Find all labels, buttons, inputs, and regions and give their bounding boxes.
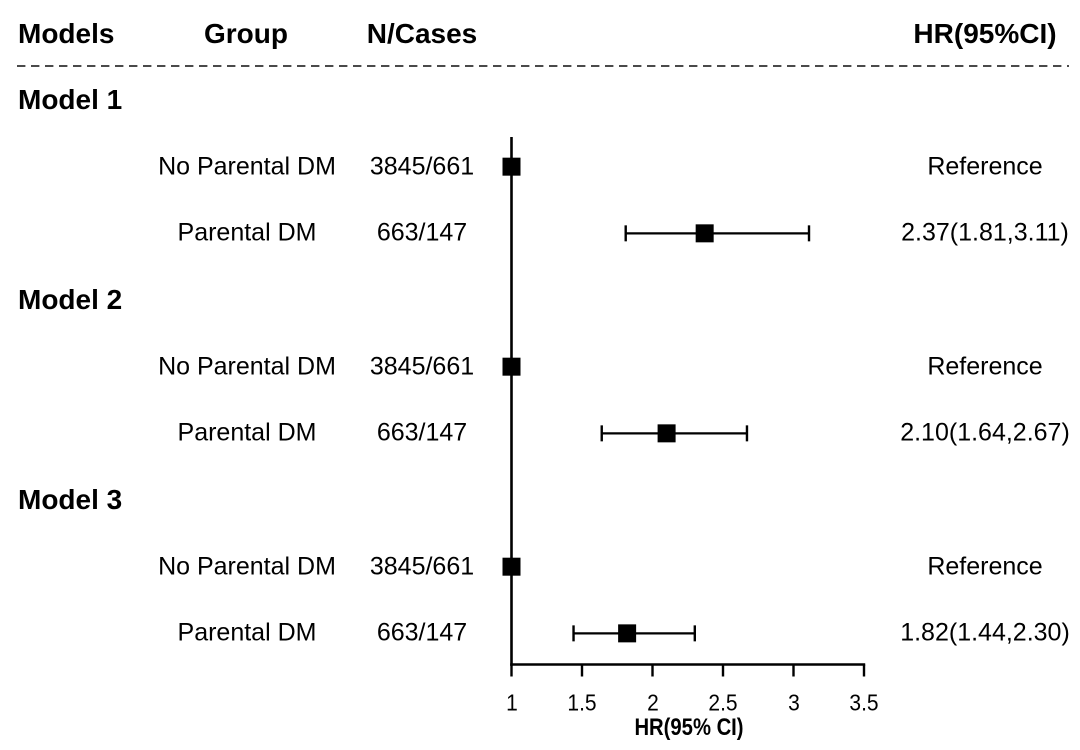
hr-marker xyxy=(695,224,714,243)
hr-marker xyxy=(657,424,676,443)
model-label: Model 1 xyxy=(18,84,123,115)
ncases-cell: 3845/661 xyxy=(369,552,475,581)
x-axis-tick-label: 1 xyxy=(505,689,518,716)
ncases-cell: 3845/661 xyxy=(369,352,475,381)
group-cell: No Parental DM xyxy=(158,152,336,181)
group-cell: Parental DM xyxy=(177,218,317,247)
column-header-models: Models xyxy=(18,18,115,49)
model-label: Model 3 xyxy=(18,484,123,516)
group-cell: No Parental DM xyxy=(158,552,336,581)
ncases-cell: 663/147 xyxy=(376,218,468,247)
hr-marker xyxy=(502,557,521,576)
group-cell: Parental DM xyxy=(177,418,317,447)
x-axis-tick-label: 1.5 xyxy=(567,689,597,716)
hr-marker xyxy=(502,157,521,176)
hr-marker xyxy=(618,624,637,643)
hr-ci-cell: Reference xyxy=(927,152,1043,181)
hr-ci-cell: 2.10(1.64,2.67) xyxy=(900,418,1070,447)
hr-marker xyxy=(502,357,521,376)
model-label: Model 2 xyxy=(18,284,123,315)
ncases-cell: 3845/661 xyxy=(369,152,475,181)
x-axis-tick-label: 2 xyxy=(646,689,659,716)
column-header-group: Group xyxy=(204,18,288,49)
ncases-cell: 663/147 xyxy=(376,618,468,647)
hr-ci-cell: Reference xyxy=(927,552,1043,581)
x-axis-tick-label: 3 xyxy=(787,689,800,716)
hr-ci-cell: 2.37(1.81,3.11) xyxy=(901,218,1069,247)
x-axis-title: HR(95% CI) xyxy=(634,713,744,741)
hr-ci-cell: 1.82(1.44,2.30) xyxy=(900,618,1070,647)
group-cell: No Parental DM xyxy=(158,352,336,381)
column-header-ncases: N/Cases xyxy=(366,18,478,49)
x-axis-tick-label: 3.5 xyxy=(849,689,879,716)
group-cell: Parental DM xyxy=(177,618,317,647)
hr-ci-cell: Reference xyxy=(927,352,1043,381)
ncases-cell: 663/147 xyxy=(376,418,468,447)
column-header-hr: HR(95%CI) xyxy=(913,18,1057,49)
x-axis-tick-label: 2.5 xyxy=(708,689,738,716)
